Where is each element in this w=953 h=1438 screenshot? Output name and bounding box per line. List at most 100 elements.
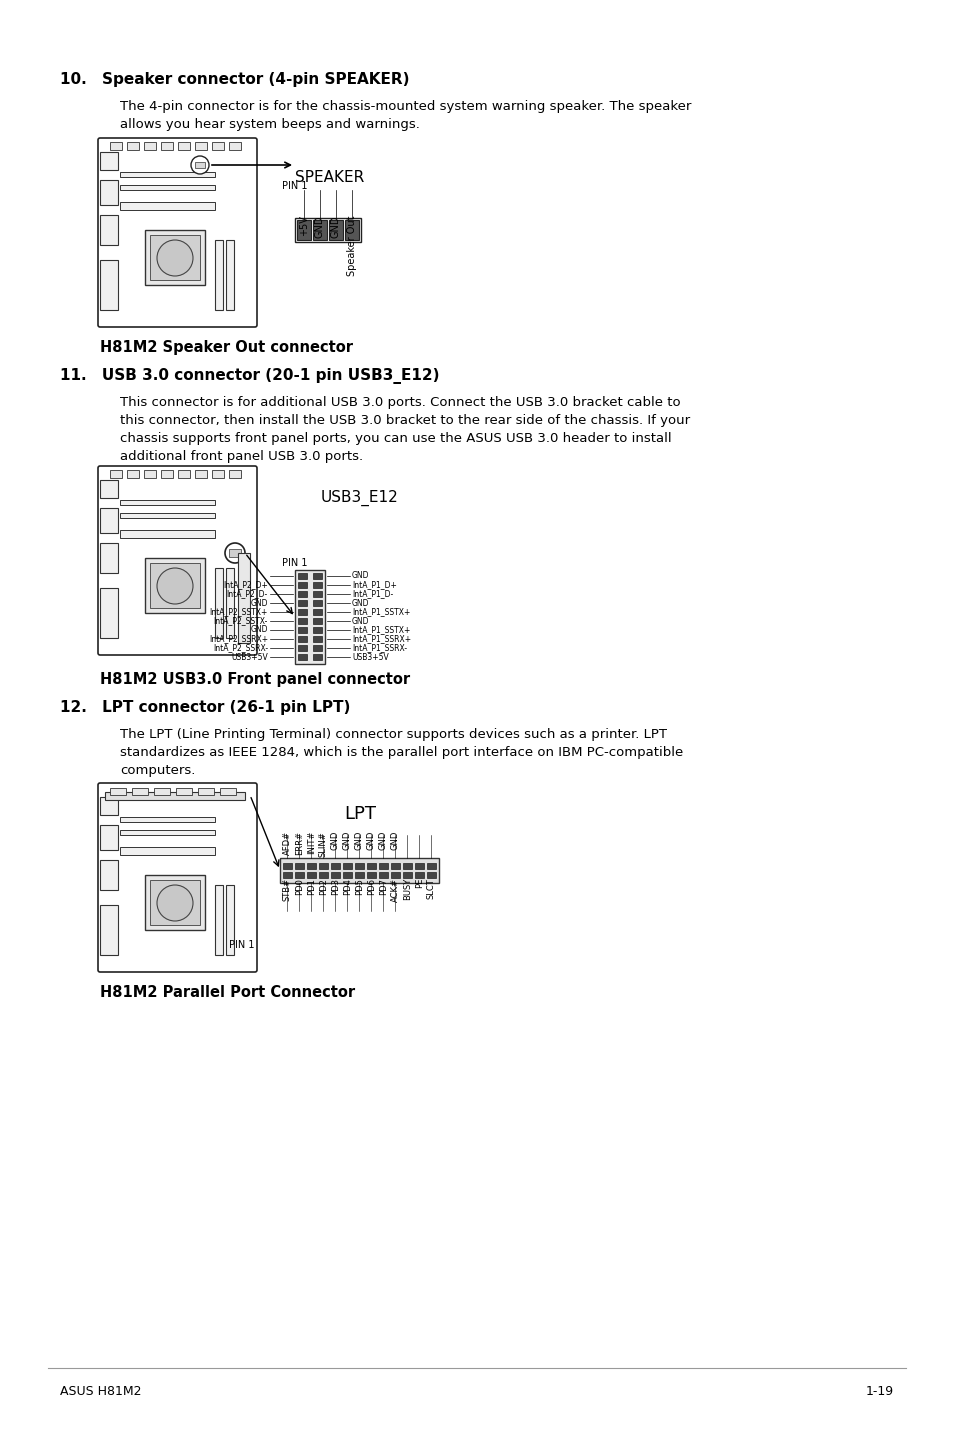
Bar	[307, 871, 315, 879]
Text: PIN 1: PIN 1	[230, 940, 254, 951]
Text: GND: GND	[352, 617, 369, 626]
Bar	[313, 654, 322, 660]
Bar	[145, 230, 205, 285]
Bar	[100, 905, 118, 955]
Text: H81M2 Speaker Out connector: H81M2 Speaker Out connector	[100, 339, 353, 355]
Text: chassis supports front panel ports, you can use the ASUS USB 3.0 header to insta: chassis supports front panel ports, you …	[120, 431, 671, 444]
Bar	[110, 470, 122, 477]
Bar	[178, 470, 190, 477]
Text: PIN 1: PIN 1	[282, 558, 307, 568]
Bar	[331, 863, 339, 869]
Bar	[343, 863, 352, 869]
Text: USB3+5V: USB3+5V	[231, 653, 268, 661]
Bar	[297, 610, 307, 615]
Bar	[367, 863, 375, 869]
Bar	[283, 863, 292, 869]
Text: This connector is for additional USB 3.0 ports. Connect the USB 3.0 bracket cabl: This connector is for additional USB 3.0…	[120, 395, 679, 408]
Bar	[120, 513, 214, 518]
Bar	[105, 792, 245, 800]
Bar	[212, 470, 224, 477]
Bar	[100, 216, 118, 244]
Text: SLCT: SLCT	[427, 879, 436, 899]
Bar	[194, 162, 205, 168]
Bar	[178, 142, 190, 150]
Text: SPEAKER: SPEAKER	[295, 170, 364, 186]
Text: computers.: computers.	[120, 764, 195, 777]
Bar	[100, 260, 118, 311]
Bar	[297, 636, 307, 641]
Bar	[296, 220, 311, 240]
Bar	[214, 240, 223, 311]
Bar	[120, 173, 214, 177]
Text: PE: PE	[415, 879, 423, 889]
Text: IntA_P2_D-: IntA_P2_D-	[227, 590, 268, 598]
Text: GND: GND	[355, 831, 364, 850]
Bar	[150, 234, 200, 280]
Bar	[378, 871, 388, 879]
Bar	[100, 508, 118, 533]
Text: USB3+5V: USB3+5V	[352, 653, 388, 661]
Text: IntA_P2_SSTX+: IntA_P2_SSTX+	[210, 607, 268, 617]
Bar	[355, 871, 364, 879]
Bar	[226, 884, 233, 955]
Text: GND: GND	[378, 831, 388, 850]
Bar	[329, 220, 343, 240]
Bar	[150, 880, 200, 925]
Text: allows you hear system beeps and warnings.: allows you hear system beeps and warning…	[120, 118, 419, 131]
Text: PD4: PD4	[343, 879, 352, 894]
Bar	[194, 142, 207, 150]
Bar	[415, 871, 423, 879]
Bar	[313, 582, 322, 588]
Bar	[343, 871, 352, 879]
Bar	[226, 240, 233, 311]
Text: The 4-pin connector is for the chassis-mounted system warning speaker. The speak: The 4-pin connector is for the chassis-m…	[120, 101, 691, 114]
Bar	[175, 788, 192, 795]
Bar	[378, 863, 388, 869]
FancyBboxPatch shape	[98, 138, 256, 326]
Bar	[318, 863, 328, 869]
Text: ACK#: ACK#	[391, 879, 399, 902]
Text: PIN 1: PIN 1	[282, 181, 307, 191]
Bar	[318, 871, 328, 879]
Bar	[127, 470, 139, 477]
Bar	[297, 618, 307, 624]
Bar	[229, 549, 241, 557]
Bar	[427, 863, 436, 869]
Text: GND: GND	[331, 216, 340, 237]
Text: 10. Speaker connector (4-pin SPEAKER): 10. Speaker connector (4-pin SPEAKER)	[60, 72, 409, 88]
Bar	[297, 627, 307, 633]
Text: ASUS H81M2: ASUS H81M2	[60, 1385, 141, 1398]
Circle shape	[157, 240, 193, 276]
Text: +5V: +5V	[298, 216, 309, 236]
Text: 1-19: 1-19	[865, 1385, 893, 1398]
Bar	[297, 582, 307, 588]
Bar	[294, 871, 304, 879]
Bar	[132, 788, 148, 795]
Bar	[283, 871, 292, 879]
Bar	[120, 500, 214, 505]
Bar	[120, 201, 214, 210]
Text: IntA_P2_SSTX-: IntA_P2_SSTX-	[213, 617, 268, 626]
Bar	[100, 797, 118, 815]
Bar	[120, 847, 214, 856]
Bar	[150, 564, 200, 608]
Text: BUSY: BUSY	[402, 879, 412, 900]
Bar	[220, 788, 235, 795]
Bar	[127, 142, 139, 150]
Bar	[402, 871, 412, 879]
Text: GND: GND	[352, 598, 369, 607]
Bar	[100, 825, 118, 850]
Bar	[100, 860, 118, 890]
Text: GND: GND	[343, 831, 352, 850]
Bar	[145, 558, 205, 613]
Text: IntA_P1_D+: IntA_P1_D+	[352, 581, 396, 590]
Bar	[313, 618, 322, 624]
Bar	[110, 788, 126, 795]
Text: IntA_P1_SSRX+: IntA_P1_SSRX+	[352, 634, 411, 643]
Bar	[391, 863, 399, 869]
Text: AFD#: AFD#	[283, 831, 292, 856]
Text: ERR#: ERR#	[294, 831, 304, 856]
Text: PD6: PD6	[367, 879, 375, 894]
Bar	[212, 142, 224, 150]
Text: IntA_P1_SSTX+: IntA_P1_SSTX+	[352, 626, 410, 634]
